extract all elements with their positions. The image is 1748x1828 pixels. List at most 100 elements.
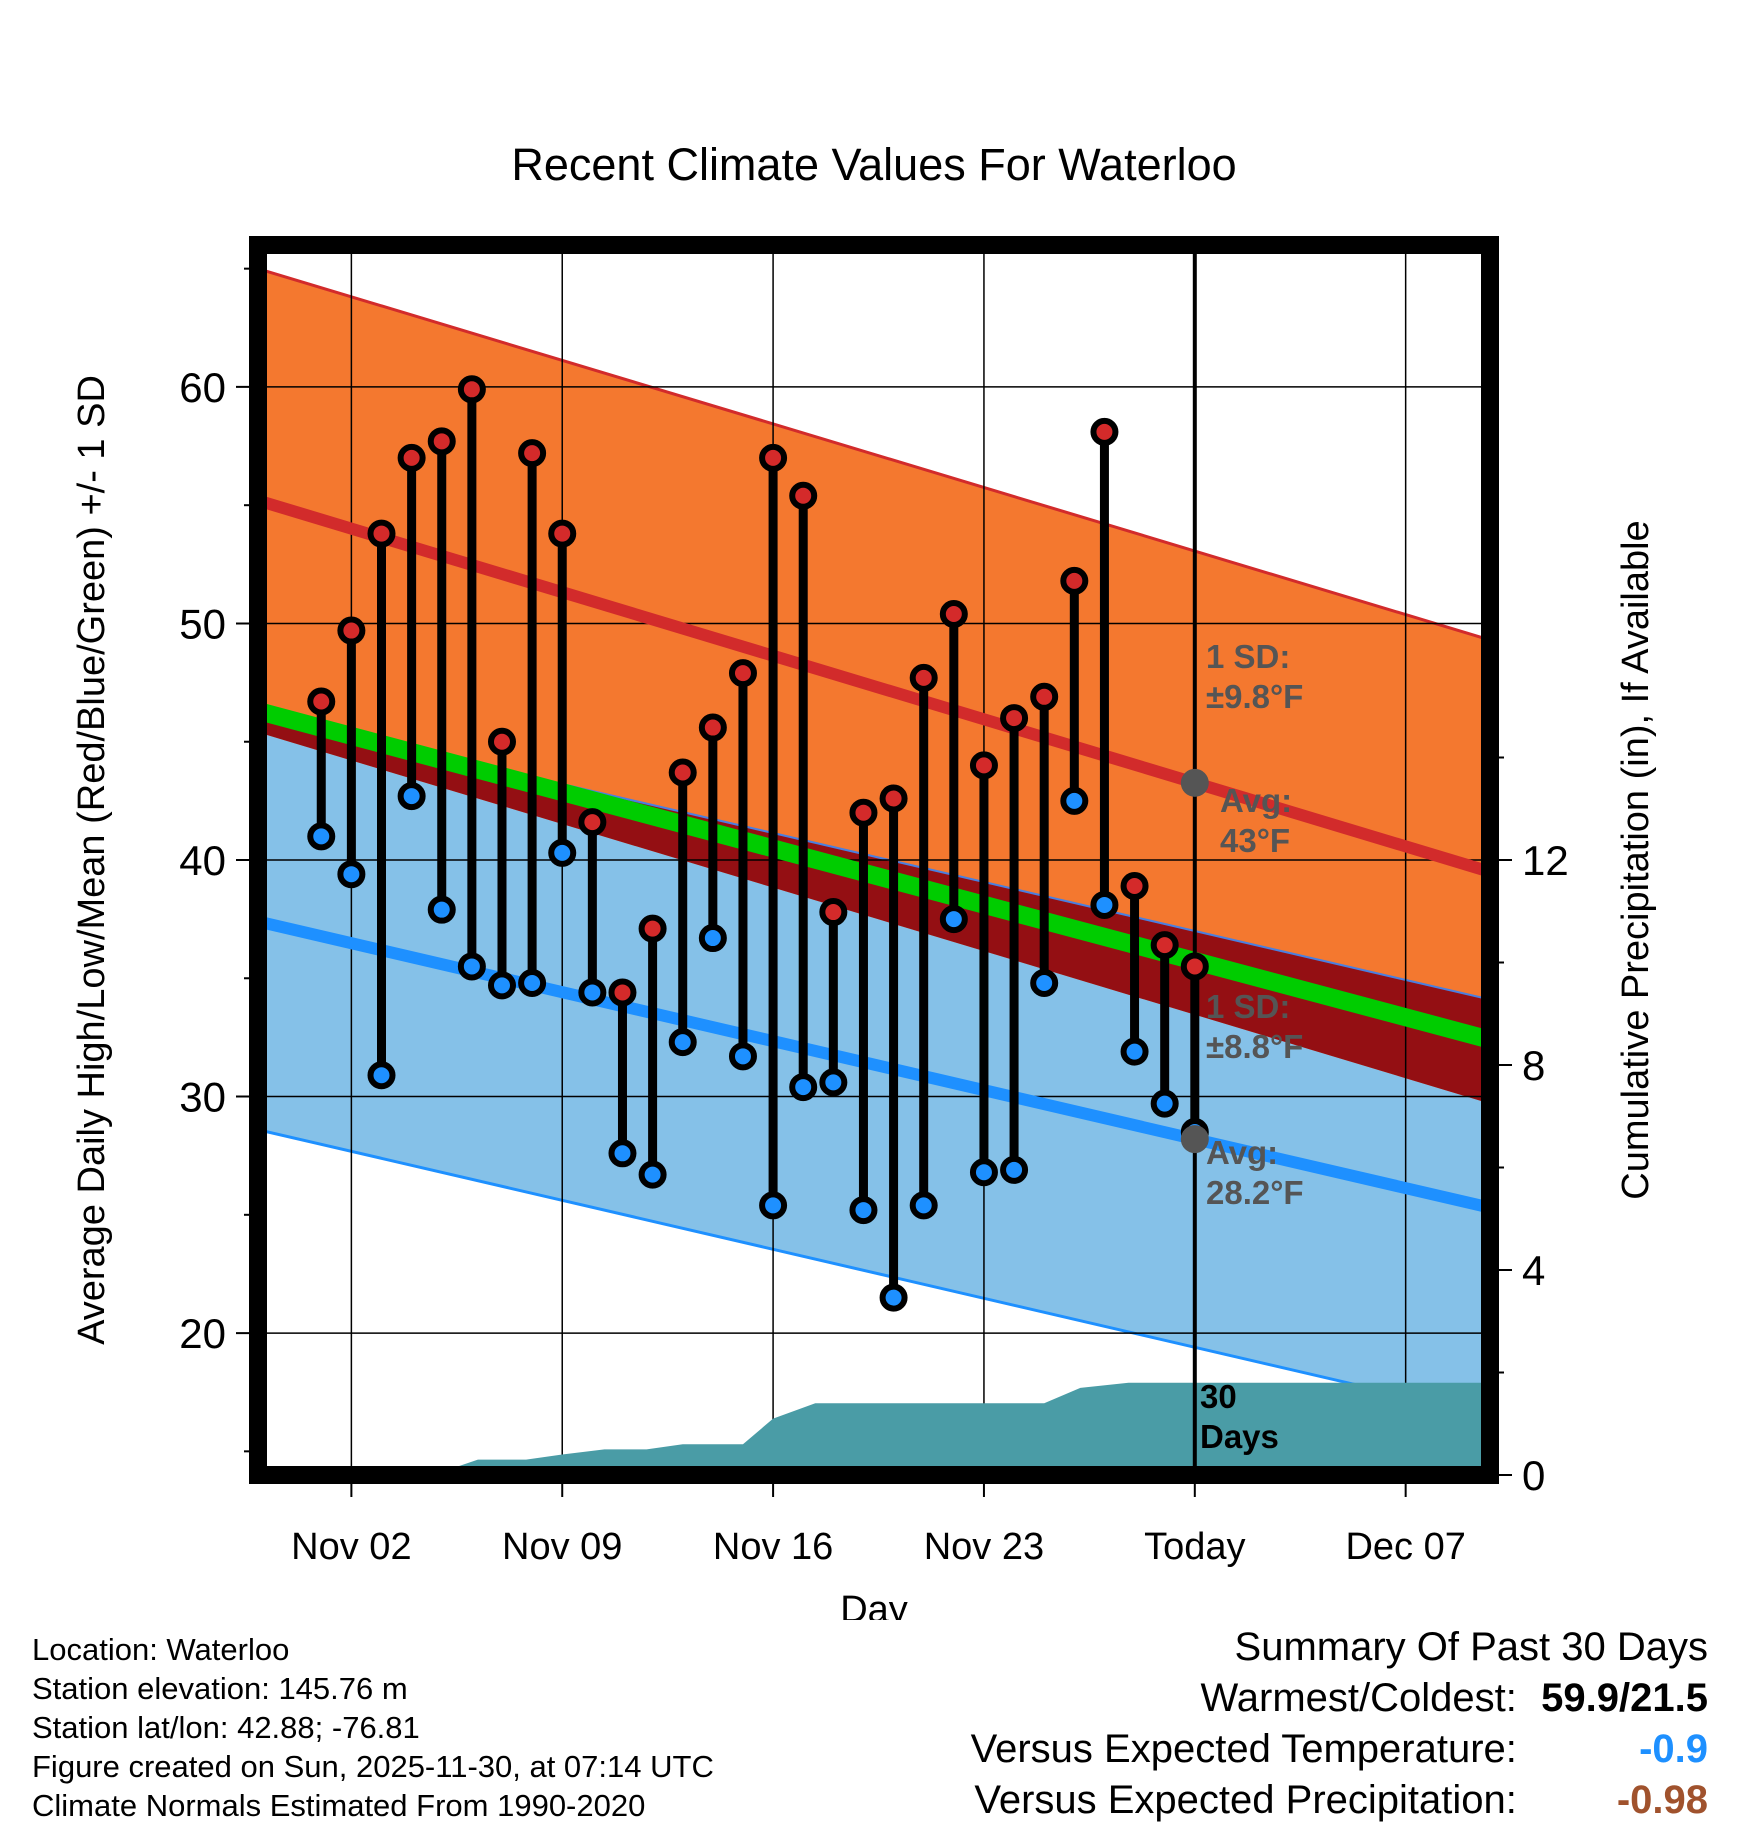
y2-tick-label: 0 [1522,1452,1545,1499]
daily-high-point [668,758,697,787]
warm-cold-label: Warmest/Coldest: [1200,1676,1517,1720]
y-tick-label: 30 [179,1074,226,1121]
daily-low-point [608,1139,637,1168]
daily-high-point [789,481,818,510]
daily-low-point [548,838,577,867]
daily-high-point [819,898,848,927]
precipitation-area [258,1382,1490,1475]
daily-low-point [939,905,968,934]
daily-low-point [518,969,547,997]
daily-high-point [879,784,908,813]
high-sd-annotation-line: 1 SD: [1206,638,1290,675]
temp-value: -0.9 [1639,1727,1708,1771]
daily-low-point [1060,786,1089,815]
y-axis-label: Average Daily High/Low/Mean (Red/Blue/Gr… [71,375,113,1345]
info-latlon: Station lat/lon: 42.88; -76.81 [32,1710,420,1745]
daily-high-point [909,663,938,692]
daily-low-point [969,1158,998,1187]
daily-low-point [789,1073,818,1102]
x-tick-label: Dec 07 [1345,1526,1465,1568]
mean-average-line [258,702,1490,1049]
daily-low-point [849,1196,878,1225]
summary-warm-cold: Warmest/Coldest: 59.9/21.5 [971,1673,1709,1724]
station-info: Location: Waterloo Station elevation: 14… [32,1630,714,1825]
x-tick-label: Nov 23 [924,1526,1044,1568]
daily-high-point [969,751,998,780]
daily-high-point [1000,704,1029,733]
low-avg-annotation: Avg: 28.2°F [1206,1134,1304,1211]
low-sd-annotation: 1 SD: ±8.8°F [1206,988,1303,1065]
y-tick-label: 50 [179,600,226,647]
daily-low-point [487,971,516,1000]
daily-high-point [759,443,788,472]
daily-high-point [578,808,607,837]
days-annotation-line: Days [1200,1418,1279,1455]
daily-high-point [1060,566,1089,595]
info-created: Figure created on Sun, 2025-11-30, at 07… [32,1749,714,1784]
summary-temp: Versus Expected Temperature: -0.9 [971,1724,1708,1775]
low-sd-annotation-line: 1 SD: [1206,988,1290,1025]
y-tick-label: 20 [179,1310,226,1357]
daily-high-point [518,439,547,468]
daily-low-point [668,1028,697,1057]
info-elevation: Station elevation: 145.76 m [32,1671,408,1706]
x-tick-label: Nov 16 [713,1526,833,1568]
low-sd-lower-line [258,1128,1490,1418]
daily-high-point [698,713,727,742]
low-avg-annotation-line: Avg: [1206,1134,1278,1171]
daily-low-point [337,860,366,889]
daily-high-point [337,616,366,645]
precip-value: -0.98 [1616,1778,1708,1822]
y2-tick-label: 4 [1522,1247,1545,1294]
daily-low-point [909,1191,938,1220]
daily-low-point [1090,890,1119,919]
high-average-line [258,494,1490,878]
x-tick-label: Nov 02 [291,1526,411,1568]
daily-high-point [367,519,396,548]
daily-low-point [457,952,486,981]
daily-low-point [819,1068,848,1097]
daily-high-point [457,375,486,404]
daily-low-point [759,1191,788,1220]
high-sd-upper-line [258,267,1490,642]
daily-high-point [1180,952,1209,981]
days-annotation: 30 Days [1200,1378,1279,1455]
daily-high-point [638,914,667,943]
high-avg-annotation: Avg: 43°F [1220,782,1292,859]
low-avg-annotation-line: 28.2°F [1206,1174,1304,1211]
daily-high-point [608,978,637,1007]
daily-low-point [1150,1089,1179,1118]
daily-high-point [728,659,757,688]
daily-low-point [397,782,426,811]
daily-low-point [1000,1155,1029,1184]
daily-high-point [307,687,336,716]
daily-low-point [367,1061,396,1090]
daily-low-point [1030,969,1059,997]
info-normals: Climate Normals Estimated From 1990-2020 [32,1788,646,1823]
x-tick-label: Today [1144,1526,1245,1568]
x-axis-label: Day [840,1589,908,1620]
daily-low-point [578,978,607,1007]
high-avg-annotation-line: 43°F [1220,822,1290,859]
summary-title: Summary Of Past 30 Days [1234,1625,1708,1669]
low-sd-annotation-line: ±8.8°F [1206,1028,1303,1065]
high-avg-annotation-line: Avg: [1220,782,1292,819]
daily-low-point [1120,1037,1149,1066]
y2-axis-label: Cumulative Precipitation (in), If Availa… [1615,520,1657,1199]
y2-tick-label: 12 [1522,837,1569,884]
high-sd-annotation-line: ±9.8°F [1206,678,1303,715]
daily-high-point [427,427,456,456]
days-annotation-line: 30 [1200,1378,1237,1415]
daily-high-point [487,727,516,756]
y-tick-label: 60 [179,364,226,411]
daily-low-point [638,1160,667,1189]
summary-panel: Summary Of Past 30 Days Warmest/Coldest:… [971,1622,1708,1826]
daily-high-point [1120,872,1149,901]
daily-low-point [307,822,336,851]
today-high-avg-marker [1180,768,1209,797]
temp-label: Versus Expected Temperature: [970,1727,1517,1771]
daily-low-point [728,1042,757,1071]
daily-high-point [548,519,577,548]
chart-title: Recent Climate Values For Waterloo [511,139,1236,190]
today-low-avg-marker [1180,1125,1209,1154]
